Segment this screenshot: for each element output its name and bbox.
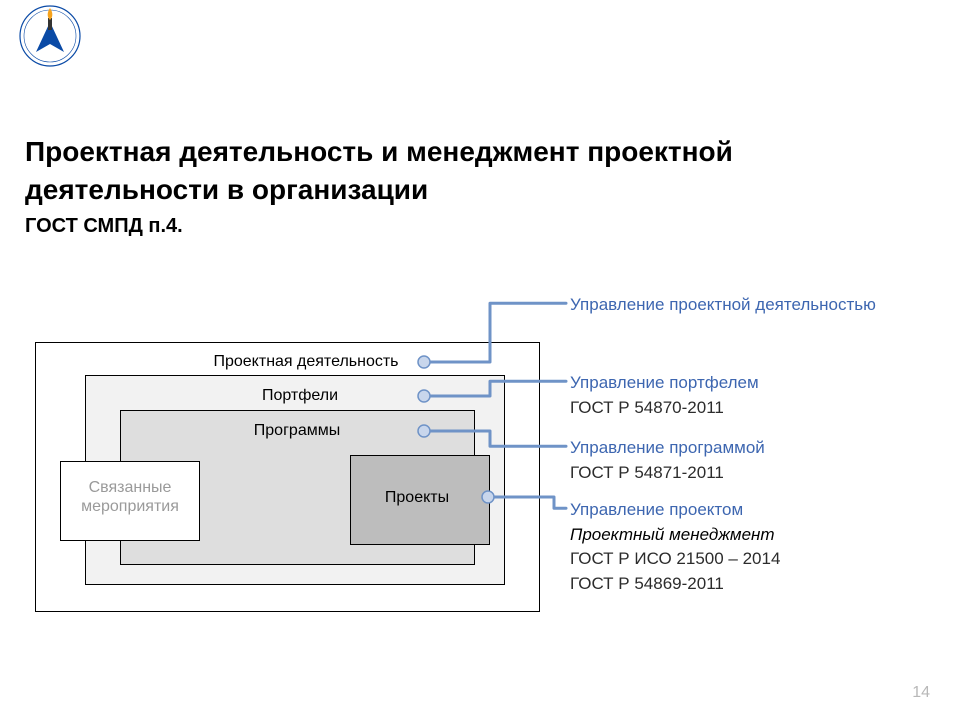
university-logo — [18, 4, 82, 68]
events-label-l1: Связанные — [60, 478, 200, 497]
label-project: Проекты — [362, 488, 472, 507]
annotation-2: Управление программойГОСТ Р 54871-2011 — [570, 436, 765, 485]
label-portfolio: Портфели — [240, 386, 360, 405]
annotation-0: Управление проектной деятельностью — [570, 293, 876, 318]
annotation-2-line-0: Управление программой — [570, 436, 765, 461]
annotation-3-line-2: ГОСТ Р ИСО 21500 – 2014 — [570, 547, 780, 572]
annotation-3-line-3: ГОСТ Р 54869-2011 — [570, 572, 780, 597]
slide-title: Проектная деятельность и менеджмент прое… — [25, 133, 733, 240]
annotation-3-line-1: Проектный менеджмент — [570, 523, 780, 548]
annotation-2-line-1: ГОСТ Р 54871-2011 — [570, 461, 765, 486]
title-line1: Проектная деятельность и менеджмент прое… — [25, 133, 733, 171]
annotation-3: Управление проектомПроектный менеджментГ… — [570, 498, 780, 597]
title-line2: деятельности в организации — [25, 171, 733, 209]
annotation-1: Управление портфелемГОСТ Р 54870-2011 — [570, 371, 759, 420]
label-events: Связанные мероприятия — [60, 478, 200, 516]
annotation-1-line-1: ГОСТ Р 54870-2011 — [570, 396, 759, 421]
label-program: Программы — [232, 421, 362, 440]
annotation-0-line-0: Управление проектной деятельностью — [570, 293, 876, 318]
events-label-l2: мероприятия — [60, 497, 200, 516]
label-activity: Проектная деятельность — [196, 352, 416, 371]
annotation-1-line-0: Управление портфелем — [570, 371, 759, 396]
annotation-3-line-0: Управление проектом — [570, 498, 780, 523]
title-sub: ГОСТ СМПД п.4. — [25, 213, 733, 240]
page-number: 14 — [912, 684, 930, 702]
